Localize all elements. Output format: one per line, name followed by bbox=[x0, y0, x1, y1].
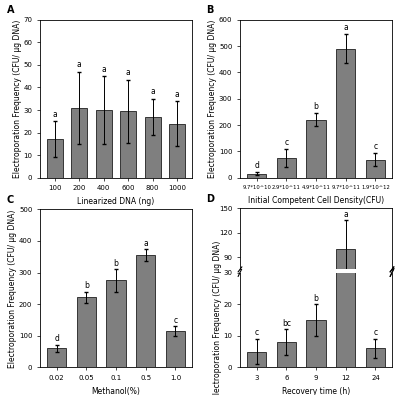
Bar bbox=[336, 49, 355, 178]
Text: b: b bbox=[114, 259, 118, 268]
Bar bbox=[277, 342, 296, 367]
Bar bbox=[120, 111, 136, 178]
Text: c: c bbox=[373, 328, 378, 337]
Bar bbox=[96, 110, 112, 178]
Bar bbox=[47, 348, 66, 367]
Bar bbox=[169, 124, 185, 178]
X-axis label: Linearized DNA (ng): Linearized DNA (ng) bbox=[77, 197, 155, 206]
Bar bbox=[136, 255, 155, 367]
Text: a: a bbox=[101, 65, 106, 74]
Text: c: c bbox=[284, 138, 288, 147]
X-axis label: Methanol(%): Methanol(%) bbox=[92, 387, 140, 395]
Text: bc: bc bbox=[282, 319, 291, 328]
Text: b: b bbox=[314, 293, 318, 303]
Y-axis label: Electroporation Frequency (CFU/ μg DNA): Electroporation Frequency (CFU/ μg DNA) bbox=[213, 241, 222, 395]
Text: b: b bbox=[84, 281, 89, 290]
Text: c: c bbox=[254, 328, 259, 337]
Bar bbox=[336, 51, 355, 367]
Bar bbox=[106, 280, 126, 367]
Text: a: a bbox=[343, 210, 348, 219]
Text: a: a bbox=[77, 60, 82, 70]
Text: d: d bbox=[254, 162, 259, 170]
Text: D: D bbox=[206, 194, 214, 204]
Y-axis label: Electroporation Frequency (CFU/ μg DNA): Electroporation Frequency (CFU/ μg DNA) bbox=[208, 20, 218, 178]
Bar bbox=[366, 326, 385, 331]
Text: b: b bbox=[314, 102, 318, 111]
X-axis label: Recovery time (h): Recovery time (h) bbox=[282, 387, 350, 395]
Bar bbox=[247, 174, 266, 178]
Text: a: a bbox=[150, 88, 155, 96]
Bar bbox=[366, 160, 385, 178]
Bar bbox=[166, 331, 185, 367]
Bar bbox=[47, 139, 63, 178]
Bar bbox=[71, 108, 87, 178]
Bar bbox=[145, 117, 161, 178]
Bar bbox=[366, 348, 385, 367]
Bar bbox=[336, 249, 355, 331]
Bar bbox=[306, 318, 326, 331]
Y-axis label: Electroporation Frequency (CFU/ μg DNA): Electroporation Frequency (CFU/ μg DNA) bbox=[13, 20, 22, 178]
Text: a: a bbox=[143, 239, 148, 248]
Text: a: a bbox=[343, 23, 348, 32]
Bar bbox=[277, 158, 296, 178]
Text: a: a bbox=[175, 90, 180, 99]
Bar bbox=[247, 327, 266, 331]
Y-axis label: Electroporation Frequency (CFU/ μg DNA): Electroporation Frequency (CFU/ μg DNA) bbox=[8, 209, 18, 367]
Bar bbox=[306, 120, 326, 178]
Text: d: d bbox=[54, 334, 59, 343]
Text: a: a bbox=[52, 110, 57, 119]
Text: B: B bbox=[206, 6, 214, 15]
X-axis label: Initial Competent Cell Density(CFU): Initial Competent Cell Density(CFU) bbox=[248, 196, 384, 205]
Text: c: c bbox=[373, 142, 378, 151]
Text: A: A bbox=[6, 6, 14, 15]
Bar bbox=[277, 324, 296, 331]
Text: C: C bbox=[6, 195, 14, 205]
Text: c: c bbox=[173, 316, 178, 325]
Bar bbox=[247, 352, 266, 367]
Text: a: a bbox=[126, 68, 131, 77]
Bar bbox=[77, 297, 96, 367]
Bar bbox=[306, 320, 326, 367]
